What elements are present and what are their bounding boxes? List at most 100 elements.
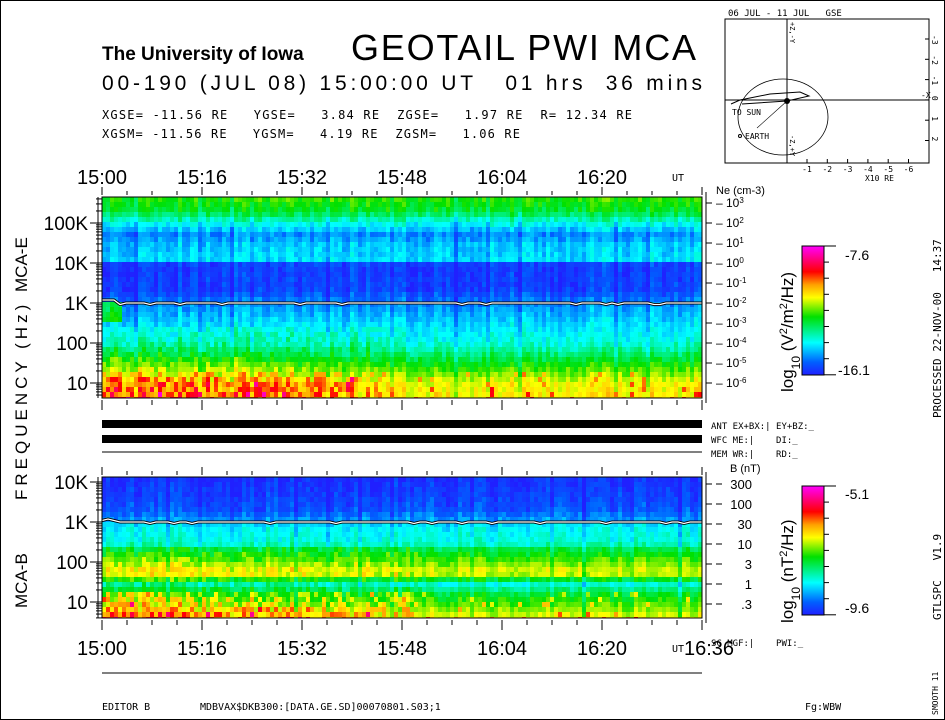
spectrogram-cell (270, 247, 275, 253)
spectrogram-cell (418, 247, 423, 253)
spectrogram-cell (418, 332, 423, 338)
spectrogram-cell (182, 277, 187, 283)
spectrogram-cell (362, 262, 367, 268)
spectrogram-cell (318, 227, 323, 233)
spectrogram-cell (338, 212, 343, 218)
spectrogram-cell (198, 302, 203, 308)
spectrogram-cell (130, 277, 135, 283)
spectrogram-cell (254, 287, 259, 293)
spectrogram-cell (430, 312, 435, 318)
spectrogram-cell (554, 277, 559, 283)
spectrogram-cell (570, 352, 575, 358)
spectrogram-cell (486, 322, 491, 328)
spectrogram-cell (138, 342, 143, 348)
spectrogram-cell (358, 312, 363, 318)
spectrogram-cell (350, 202, 355, 208)
spectrogram-cell (270, 212, 275, 218)
spectrogram-cell (378, 312, 383, 318)
spectrogram-cell (394, 332, 399, 338)
spectrogram-cell (558, 227, 563, 233)
spectrogram-cell (346, 392, 351, 398)
spectrogram-cell (542, 267, 547, 273)
spectrogram-cell (250, 237, 255, 243)
spectrogram-cell (262, 237, 267, 243)
spectrogram-cell (478, 237, 483, 243)
spectrogram-cell (278, 387, 283, 393)
spectrogram-cell (370, 382, 375, 388)
spectrogram-cell (130, 367, 135, 373)
spectrogram-cell (526, 217, 531, 223)
spectrogram-cell (506, 207, 511, 213)
spectrogram-cell (494, 337, 499, 343)
spectrogram-cell (418, 207, 423, 213)
spectrogram-cell (158, 207, 163, 213)
spectrogram-cell (430, 252, 435, 258)
spectrogram-cell (434, 242, 439, 248)
spectrogram-cell (354, 332, 359, 338)
spectrogram-cell (222, 237, 227, 243)
spectrogram-cell (354, 327, 359, 333)
spectrogram-cell (390, 207, 395, 213)
spectrogram-cell (162, 352, 167, 358)
spectrogram-cell (574, 272, 579, 278)
spectrogram-cell (466, 367, 471, 373)
spectrogram-cell (114, 262, 119, 268)
spectrogram-cell (498, 227, 503, 233)
spectrogram-cell (126, 207, 131, 213)
spectrogram-cell (574, 242, 579, 248)
spectrogram-cell (302, 217, 307, 223)
spectrogram-cell (122, 337, 127, 343)
spectrogram-cell (294, 377, 299, 383)
spectrogram-cell (406, 302, 411, 308)
spectrogram-cell (514, 282, 519, 288)
spectrogram-cell (374, 197, 379, 203)
spectrogram-cell (338, 297, 343, 303)
spectrogram-cell (194, 312, 199, 318)
spectrogram-cell (278, 312, 283, 318)
spectrogram-cell (386, 222, 391, 228)
spectrogram-cell (582, 247, 587, 253)
spectrogram-cell (278, 347, 283, 353)
spectrogram-cell (330, 362, 335, 368)
spectrogram-cell (450, 352, 455, 358)
spectrogram-cell (402, 372, 407, 378)
spectrogram-cell (242, 252, 247, 258)
spectrogram-cell (386, 207, 391, 213)
spectrogram-cell (162, 232, 167, 238)
spectrogram-cell (206, 247, 211, 253)
spectrogram-cell (470, 382, 475, 388)
spectrogram-cell (478, 342, 483, 348)
spectrogram-cell (358, 257, 363, 263)
spectrogram-cell (334, 362, 339, 368)
spectrogram-cell (406, 392, 411, 398)
spectrogram-cell (162, 277, 167, 283)
spectrogram-cell (262, 342, 267, 348)
spectrogram-cell (130, 352, 135, 358)
spectrogram-cell (130, 222, 135, 228)
spectrogram-cell (438, 292, 443, 298)
spectrogram-cell (202, 212, 207, 218)
spectrogram-cell (190, 387, 195, 393)
spectrogram-cell (142, 262, 147, 268)
spectrogram-cell (242, 347, 247, 353)
spectrogram-cell (134, 282, 139, 288)
spectrogram-cell (322, 272, 327, 278)
spectrogram-cell (502, 302, 507, 308)
spectrogram-cell (526, 342, 531, 348)
spectrogram-cell (478, 197, 483, 203)
spectrogram-cell (146, 342, 151, 348)
spectrogram-cell (326, 322, 331, 328)
spectrogram-cell (134, 382, 139, 388)
spectrogram-cell (274, 232, 279, 238)
spectrogram-cell (566, 362, 571, 368)
spectrogram-cell (286, 367, 291, 373)
spectrogram-cell (270, 237, 275, 243)
spectrogram-cell (186, 287, 191, 293)
spectrogram-cell (386, 332, 391, 338)
spectrogram-cell (502, 222, 507, 228)
spectrogram-cell (366, 242, 371, 248)
spectrogram-cell (222, 277, 227, 283)
spectrogram-cell (486, 217, 491, 223)
spectrogram-cell (214, 342, 219, 348)
spectrogram-cell (378, 377, 383, 383)
